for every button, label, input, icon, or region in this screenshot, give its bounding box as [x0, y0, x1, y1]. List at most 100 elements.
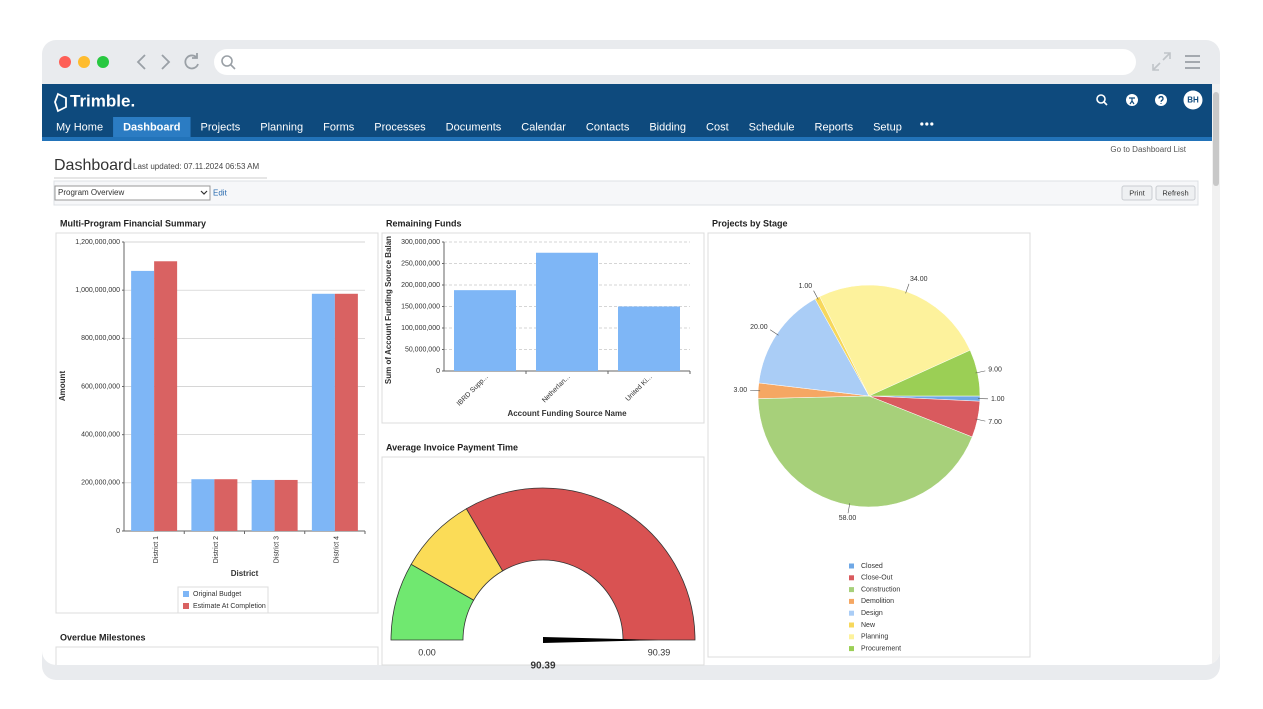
toolbar: [53, 180, 1199, 206]
y-tick-label: 0: [436, 368, 440, 375]
edit-link[interactable]: Edit: [213, 189, 228, 198]
legend-swatch: [849, 634, 854, 640]
bar: [618, 306, 680, 371]
dashboard-list-link[interactable]: Go to Dashboard List: [1110, 145, 1186, 154]
bar: [131, 270, 155, 531]
legend-swatch: [849, 587, 854, 593]
zoom-dot[interactable]: [97, 56, 109, 68]
dashboard-select[interactable]: [54, 185, 211, 201]
gauge-band: [465, 487, 696, 641]
avatar[interactable]: [1183, 90, 1203, 110]
menu-icon[interactable]: [1185, 55, 1200, 69]
bar: [251, 479, 275, 531]
nav-tab: Schedule: [749, 121, 795, 133]
pie-label: 3.00: [734, 387, 748, 394]
y-tick-label: 600,000,000: [81, 383, 120, 390]
header-search-handle: [1103, 101, 1108, 106]
y-tick-label: 100,000,000: [401, 325, 440, 332]
scroll-thumb[interactable]: [1213, 92, 1219, 186]
y-tick-label: 1,200,000,000: [75, 239, 120, 246]
back-icon[interactable]: [136, 54, 146, 70]
gauge-max: 90.39: [648, 647, 671, 657]
bar: [274, 479, 298, 531]
pie-leader: [975, 370, 986, 374]
scrollbar: [1212, 84, 1220, 665]
legend-label: Design: [861, 610, 883, 617]
pie-leader: [769, 329, 779, 336]
legend-swatch: [849, 598, 854, 604]
chart-title: Multi-Program Financial Summary: [60, 218, 206, 228]
panel-title: Overdue Milestones: [60, 632, 146, 642]
legend-swatch: [849, 622, 854, 628]
minimize-dot[interactable]: [78, 56, 90, 68]
legend-swatch: [183, 591, 189, 597]
legend-swatch: [849, 575, 854, 581]
y-axis-label: Amount: [58, 371, 67, 402]
nav-tab: Contacts: [586, 121, 630, 133]
legend-swatch: [849, 646, 854, 652]
nav-tab-bg[interactable]: [113, 117, 191, 137]
legend-box: [177, 586, 269, 614]
pie-label: 9.00: [988, 367, 1002, 374]
logo[interactable]: Trimble.: [70, 91, 135, 110]
pie-label: 58.00: [839, 515, 857, 522]
y-tick-label: 800,000,000: [81, 335, 120, 342]
chart-title: Projects by Stage: [712, 218, 788, 228]
forward-icon[interactable]: [161, 54, 171, 70]
refresh-button[interactable]: [1155, 185, 1196, 201]
nav-tab: Bidding: [649, 121, 686, 133]
nav-tab: Reports: [815, 121, 854, 133]
panel-overdue: [55, 646, 379, 665]
x-axis-label: District: [231, 569, 259, 578]
x-tick-label: District 3: [273, 536, 280, 563]
bar: [334, 293, 358, 531]
x-tick-label: District 4: [334, 536, 341, 563]
header-search[interactable]: [1096, 94, 1106, 104]
bar: [191, 479, 215, 531]
gauge-min: 0.00: [418, 647, 436, 657]
y-tick-label: 200,000,000: [401, 282, 440, 289]
more-tabs-dot[interactable]: [920, 122, 924, 126]
gauge-needle: [543, 637, 659, 643]
chart-title: Remaining Funds: [386, 218, 462, 228]
nav-tab: Dashboard: [123, 121, 180, 133]
x-axis-label: Account Funding Source Name: [507, 409, 627, 418]
x-tick-label: District 1: [153, 536, 160, 563]
accessibility-glyph: [1129, 97, 1135, 105]
pie-label: 34.00: [910, 276, 928, 283]
pie-leader: [905, 283, 910, 294]
nav-tab: Projects: [201, 121, 241, 133]
nav-strip: [42, 137, 1212, 141]
legend-label: Demolition: [861, 598, 894, 605]
bar: [154, 261, 178, 531]
bar: [311, 293, 335, 531]
legend-label: Estimate At Completion: [193, 603, 266, 610]
last-updated: Last updated: 07.11.2024 06:53 AM: [133, 162, 260, 171]
y-tick-label: 250,000,000: [401, 260, 440, 267]
gauge-value: 90.39: [530, 661, 555, 672]
y-tick-label: 150,000,000: [401, 303, 440, 310]
x-tick-label: District 2: [213, 536, 220, 563]
legend-label: Construction: [861, 586, 900, 593]
expand-icon[interactable]: [1152, 52, 1171, 71]
search-icon: [221, 55, 233, 67]
page-title: Dashboard: [54, 157, 132, 174]
select-caret: [200, 190, 208, 195]
more-tabs-dot: [925, 122, 929, 126]
address-bar[interactable]: [214, 49, 1136, 75]
pie-leader: [847, 503, 851, 514]
nav-tab: Setup: [873, 121, 902, 133]
pie-leader: [975, 418, 986, 422]
nav-tab: Forms: [323, 121, 355, 133]
avatar-initials: BH: [1187, 96, 1199, 105]
print-label: Print: [1129, 188, 1145, 197]
pie-label: 1.00: [991, 396, 1005, 403]
legend-label: New: [861, 622, 876, 629]
close-dot[interactable]: [59, 56, 71, 68]
nav-tab: Planning: [260, 121, 303, 133]
legend-swatch: [183, 603, 189, 609]
reload-icon[interactable]: [184, 53, 199, 70]
print-button[interactable]: [1121, 185, 1153, 201]
app-header: [42, 84, 1212, 138]
